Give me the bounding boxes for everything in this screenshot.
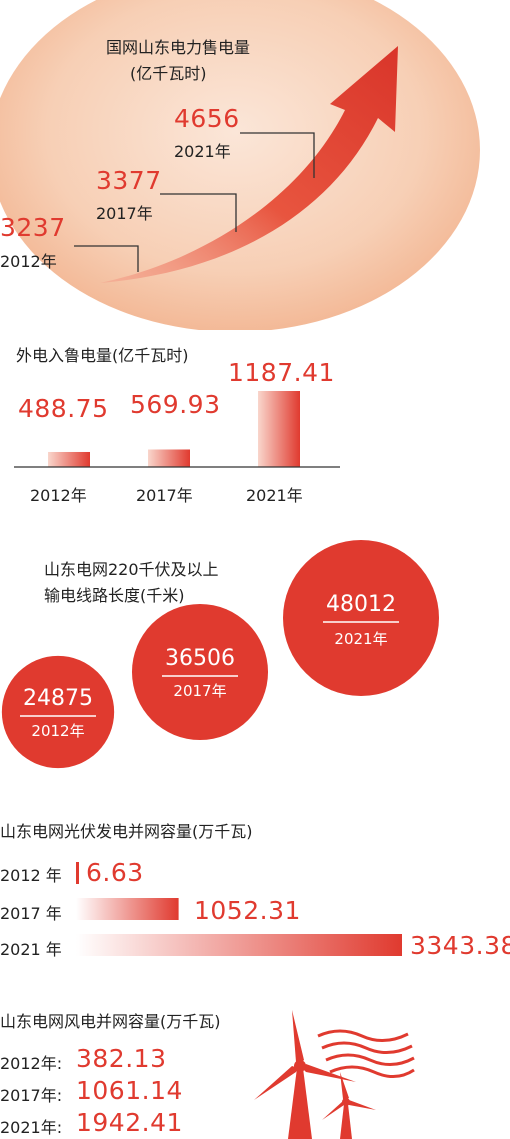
wind-value-2017: 1061.14 [76,1076,183,1105]
import-bar-chart [14,391,340,468]
line-length-bubbles [1,540,439,769]
import-year-2017: 2017年 [136,486,193,505]
import-year-2012: 2012年 [30,486,87,505]
sales-year-2021: 2021年 [174,142,231,161]
growth-arrow [100,46,398,283]
import-value-2017: 569.93 [130,390,221,419]
pv-bar-chart [76,862,402,956]
import-value-2021: 1187.41 [228,358,335,387]
sales-unit: (亿千瓦时) [130,64,207,83]
pv-title: 山东电网光伏发电并网容量(万千瓦) [0,822,253,841]
sales-year-2017: 2017年 [96,204,153,223]
large-turbine-icon [254,1010,356,1139]
import-bar-1 [148,449,190,467]
line-bubble-1 [131,603,269,741]
pv-year-2021: 2021 年 [0,940,62,959]
wind-value-2012: 382.13 [76,1044,167,1073]
sales-value-2012: 3237 [0,213,66,242]
line-length-subtitle: 输电线路长度(千米) [44,586,185,605]
sales-value-2017: 3377 [96,166,162,195]
wind-year-2021: 2021年: [0,1118,63,1137]
import-value-2012: 488.75 [18,394,109,423]
import-bar-2 [258,391,300,467]
line-value-2012: 24875 [23,686,93,711]
line-value-2017: 36506 [165,646,235,671]
pv-value-2017: 1052.31 [194,896,301,925]
line-year-2017: 2017年 [173,682,227,700]
pv-bar-0 [76,862,79,884]
wind-value-2021: 1942.41 [76,1108,183,1137]
sales-value-2021: 4656 [174,104,240,133]
pv-bar-2 [76,934,402,956]
sales-title: 国网山东电力售电量 [106,38,251,57]
import-bar-0 [48,451,90,467]
leader-line-2017 [160,193,237,232]
line-year-2021: 2021年 [334,630,388,648]
import-year-2021: 2021年 [246,486,303,505]
line-length-title: 山东电网220千伏及以上 [44,560,219,579]
line-bubble-0 [1,655,115,769]
wind-year-2017: 2017年: [0,1086,63,1105]
pv-year-2012: 2012 年 [0,866,62,885]
sales-year-2012: 2012年 [0,252,57,271]
small-turbine-icon [322,1072,376,1139]
pv-bar-1 [76,898,179,920]
leader-line-2012 [74,245,139,272]
import-title: 外电入鲁电量(亿千瓦时) [16,346,189,365]
line-year-2012: 2012年 [31,722,85,740]
wind-year-2012: 2012年: [0,1054,63,1073]
pv-year-2017: 2017 年 [0,904,62,923]
pv-value-2021: 3343.38 [410,931,510,960]
wind-title: 山东电网风电并网容量(万千瓦) [0,1012,221,1031]
wind-streaks-icon [317,1029,415,1078]
leader-line-2021 [240,132,315,178]
line-value-2021: 48012 [326,592,396,617]
sales-chart-graphic [0,0,480,330]
line-bubble-2 [283,540,439,696]
pv-value-2012: 6.63 [86,858,144,887]
